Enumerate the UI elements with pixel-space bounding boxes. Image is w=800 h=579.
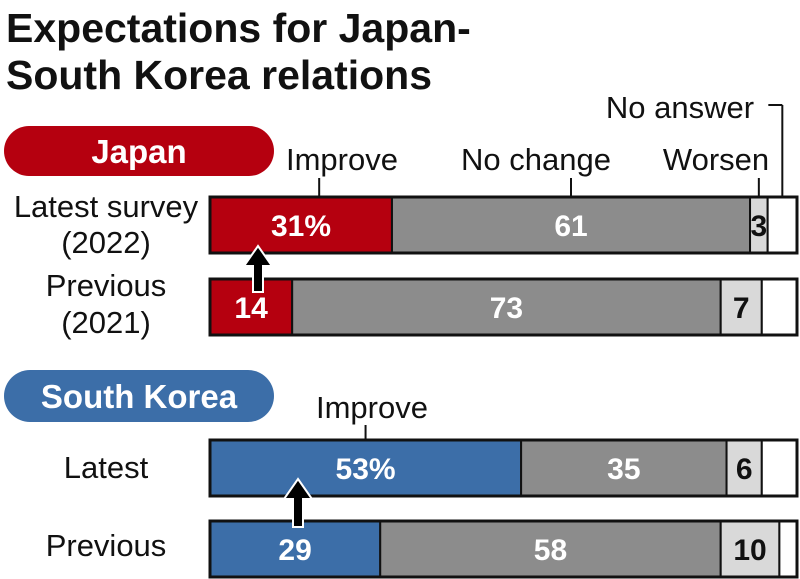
japan-row1-label-line2: (2022) — [61, 225, 151, 260]
korea-row1-improve-value: 53% — [336, 453, 396, 486]
japan-row2-no-answer-bar — [760, 278, 799, 336]
korea-increase-arrow — [282, 477, 314, 528]
korea-row1-label: Latest — [64, 450, 149, 485]
korea-row2-worsen-value: 10 — [733, 534, 766, 567]
korea-pill — [4, 370, 274, 422]
korea-row2-no-answer-bar — [778, 520, 799, 578]
chart-title-line2: South Korea relations — [6, 52, 432, 98]
japan-improve-label: Improve — [286, 142, 398, 177]
japan-row1-no-change-value: 61 — [554, 210, 587, 243]
japan-pill — [4, 126, 274, 176]
korea-row1-worsen-value: 6 — [736, 453, 753, 486]
japan-row1-bar-outline — [208, 195, 799, 255]
japan-no-change-label: No change — [461, 142, 611, 177]
korea-row1-no-change-value: 35 — [607, 453, 640, 486]
bars: 31% 61 3 14 73 7 53% 35 6 29 58 10 — [208, 195, 799, 579]
japan-row2-no-change-bar — [291, 278, 722, 336]
japan-row2-bar-outline — [208, 277, 799, 337]
korea-row2-bar-outline — [208, 519, 799, 579]
leader-lines — [318, 104, 784, 440]
japan-group-header: Japan — [4, 126, 274, 176]
japan-row1-improve-value: 31% — [271, 210, 331, 243]
japan-row2-improve-value: 14 — [234, 292, 268, 325]
japan-no-answer-label: No answer — [606, 90, 754, 125]
korea-row1-worsen-bar — [725, 439, 763, 497]
korea-row1-no-change-bar — [520, 439, 728, 497]
arrows — [242, 244, 314, 528]
japan-pill-label: Japan — [91, 133, 186, 170]
japan-row2-worsen-value: 7 — [733, 292, 750, 325]
japan-row2-improve-bar — [209, 278, 294, 336]
korea-improve-label: Improve — [316, 390, 428, 425]
korea-row1-bar-outline — [208, 438, 799, 498]
korea-row1-no-answer-bar — [760, 439, 799, 497]
chart-title-line1: Expectations for Japan- — [6, 5, 471, 51]
japan-increase-arrow — [242, 244, 274, 293]
korea-row2-worsen-bar — [719, 520, 781, 578]
korea-row2-no-change-value: 58 — [534, 534, 567, 567]
japan-row1-label-line1: Latest survey — [14, 189, 199, 224]
japan-row1-no-change-bar — [390, 196, 752, 254]
japan-row2-label-line1: Previous — [46, 268, 167, 303]
korea-pill-label: South Korea — [41, 378, 238, 415]
japan-row1-improve-bar — [209, 196, 393, 254]
japan-worsen-label: Worsen — [663, 142, 769, 177]
japan-row1-worsen-value: 3 — [751, 210, 768, 243]
japan-row2-no-change-value: 73 — [490, 292, 523, 325]
japan-row2-label-line2: (2021) — [61, 305, 151, 340]
korea-row2-label: Previous — [46, 528, 167, 563]
korea-row2-improve-value: 29 — [278, 534, 311, 567]
korea-group-header: South Korea — [4, 370, 274, 422]
japan-row1-no-answer-bar — [766, 196, 799, 254]
